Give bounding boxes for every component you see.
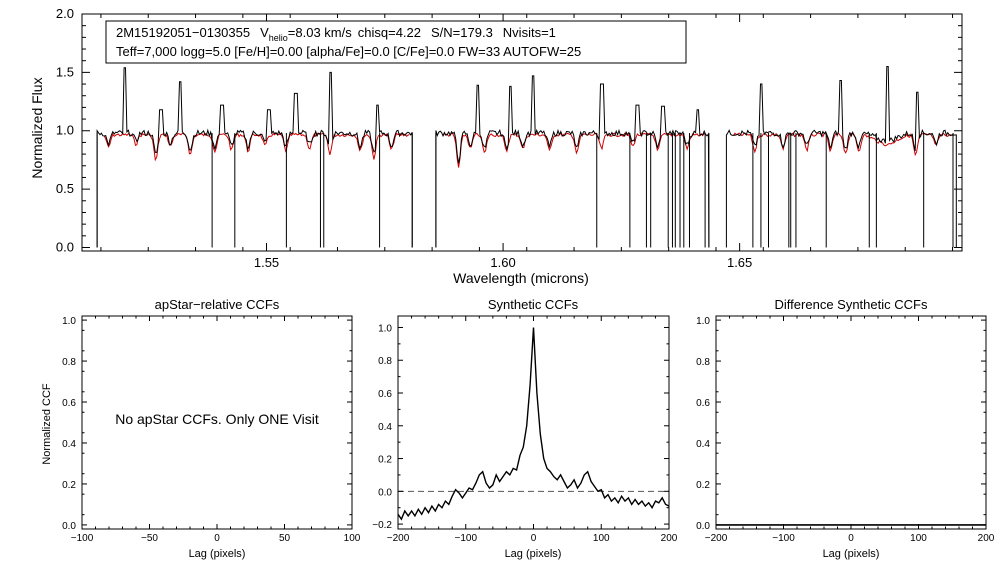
spectrum-ytick-label: 0.0 — [56, 239, 74, 254]
synthetic-ccf-ytick-label: 0.2 — [378, 455, 392, 466]
apstar-ccf-annotation: No apStar CCFs. Only ONE Visit — [115, 411, 319, 427]
synthetic-ccf-ytick-label: 0.8 — [378, 356, 392, 367]
spectrum-info-line-1: 2M15192051−0130355 Vhelio=8.03 km/s chisq=… — [116, 25, 556, 43]
nvisits-value: Nvisits=1 — [503, 25, 556, 40]
difference-ccf-ytick-label: 0.8 — [696, 357, 710, 368]
difference-ccf-xtick-label: 200 — [978, 533, 995, 544]
difference-ccf-panel: Difference Synthetic CCFs −200 −100 0 100 20… — [696, 297, 995, 560]
synthetic-ccf-panel: Synthetic CCFs −200 −100 0 100 200 −0.2 0.0 0.2… — [372, 297, 678, 560]
model-spectrum-chip-2 — [442, 132, 706, 168]
model-spectrum-chip-1 — [103, 132, 410, 162]
difference-ccf-ytick-label: 0.6 — [696, 398, 710, 409]
synthetic-ccf-ytick-label: 1.0 — [378, 323, 392, 334]
difference-ccf-title: Difference Synthetic CCFs — [775, 297, 928, 312]
difference-ccf-xtick-label: 0 — [848, 533, 854, 544]
spectrum-info-box: 2M15192051−0130355 Vhelio=8.03 km/s chisq=… — [105, 20, 687, 64]
apstar-ccf-plot-area: −100 −50 0 50 100 0.0 0.2 0.4 0.6 0.8 1.0 — [62, 315, 361, 544]
synthetic-ccf-title: Synthetic CCFs — [488, 297, 579, 312]
difference-ccf-ytick-label: 0.4 — [696, 439, 710, 450]
difference-ccf-plot-area: −200 −100 0 100 200 0.0 0.2 0.4 0.6 0.8 1.0 — [696, 315, 995, 544]
spectrum-plot-area: 1.55 1.60 1.65 0.0 0.5 1.0 1.5 2.0 — [56, 6, 963, 270]
synthetic-ccf-xtick-label: 0 — [531, 533, 537, 544]
synthetic-ccf-xtick-label: 200 — [661, 533, 678, 544]
synthetic-ccf-ytick-label: −0.2 — [372, 520, 392, 531]
observed-spectrum-chip-2 — [435, 75, 710, 248]
difference-ccf-ytick-label: 1.0 — [696, 316, 710, 327]
spectrum-xtick-label: 1.55 — [254, 255, 279, 270]
synthetic-ccf-xlabel: Lag (pixels) — [505, 548, 562, 560]
spectrum-xtick-label: 1.65 — [727, 255, 752, 270]
synthetic-ccf-ytick-label: 0.0 — [378, 487, 392, 498]
spectrum-frame — [81, 13, 963, 252]
difference-ccf-xtick-label: 100 — [910, 533, 927, 544]
apstar-ccf-ytick-label: 0.8 — [62, 357, 76, 368]
difference-ccf-xlabel: Lag (pixels) — [823, 548, 880, 560]
synthetic-ccf-plot-area: −200 −100 0 100 200 −0.2 0.0 0.2 0.4 0.6 0.8 1.0 — [372, 315, 678, 544]
apstar-ccf-ytick-label: 0.4 — [62, 439, 76, 450]
apstar-ccf-xtick-label: 0 — [214, 533, 220, 544]
spectrum-xlabel: Wavelength (microns) — [453, 270, 589, 286]
spectrum-ytick-label: 1.5 — [56, 64, 74, 79]
difference-ccf-frame — [715, 315, 987, 530]
difference-ccf-xtick-label: −100 — [772, 533, 795, 544]
spectrum-ytick-label: 0.5 — [56, 181, 74, 196]
vhelio-value: =8.03 km/s — [288, 25, 352, 40]
spectrum-ytick-label: 2.0 — [56, 6, 74, 21]
apstar-ccf-title: apStar−relative CCFs — [155, 297, 280, 312]
apstar-ccf-xtick-label: 50 — [279, 533, 291, 544]
chisq-value: chisq=4.22 — [358, 25, 421, 40]
vhelio-subscript: helio — [269, 33, 288, 43]
vhelio-symbol: V — [260, 25, 269, 40]
model-spectrum-chip-3 — [733, 132, 954, 157]
synthetic-ccf-xtick-label: 100 — [593, 533, 610, 544]
apstar-ccf-panel: apStar−relative CCFs −100 −50 0 50 100 0.0 0.2… — [41, 297, 361, 560]
apstar-ccf-ytick-label: 0.6 — [62, 398, 76, 409]
stellar-parameters: Teff=7,000 logg=5.0 [Fe/H]=0.00 [alpha/F… — [116, 44, 581, 59]
apstar-ccf-xtick-label: −50 — [141, 533, 158, 544]
snr-value: S/N=179.3 — [431, 25, 493, 40]
apstar-ccf-ytick-label: 1.0 — [62, 316, 76, 327]
apstar-ccf-xtick-label: −100 — [71, 533, 94, 544]
synthetic-ccf-ytick-label: 0.6 — [378, 389, 392, 400]
difference-ccf-xtick-label: −200 — [705, 533, 728, 544]
apstar-ccf-ylabel: Normalized CCF — [41, 383, 53, 465]
observed-spectrum-chip-1 — [96, 67, 413, 248]
apstar-ccf-xtick-label: 100 — [344, 533, 361, 544]
apstar-ccf-xlabel: Lag (pixels) — [189, 548, 246, 560]
difference-ccf-ytick-label: 0.0 — [696, 521, 710, 532]
synthetic-ccf-xtick-label: −100 — [454, 533, 477, 544]
spectrum-info-box-frame — [105, 20, 687, 64]
synthetic-ccf-xtick-label: −200 — [387, 533, 410, 544]
observed-spectrum-chip-3 — [725, 66, 957, 248]
star-id: 2M15192051−0130355 — [116, 25, 250, 40]
spectrum-xtick-label: 1.60 — [490, 255, 515, 270]
apstar-ccf-ytick-label: 0.2 — [62, 480, 76, 491]
spectrum-ytick-label: 1.0 — [56, 123, 74, 138]
synthetic-ccf-ytick-label: 0.4 — [378, 422, 392, 433]
synthetic-ccf-line — [397, 327, 670, 521]
spectrum-panel: 1.55 1.60 1.65 0.0 0.5 1.0 1.5 2.0 2M15192051−0… — [29, 6, 963, 286]
spectrum-ylabel: Normalized Flux — [29, 77, 45, 178]
apstar-ccf-ytick-label: 0.0 — [62, 521, 76, 532]
difference-ccf-ytick-label: 0.2 — [696, 480, 710, 491]
